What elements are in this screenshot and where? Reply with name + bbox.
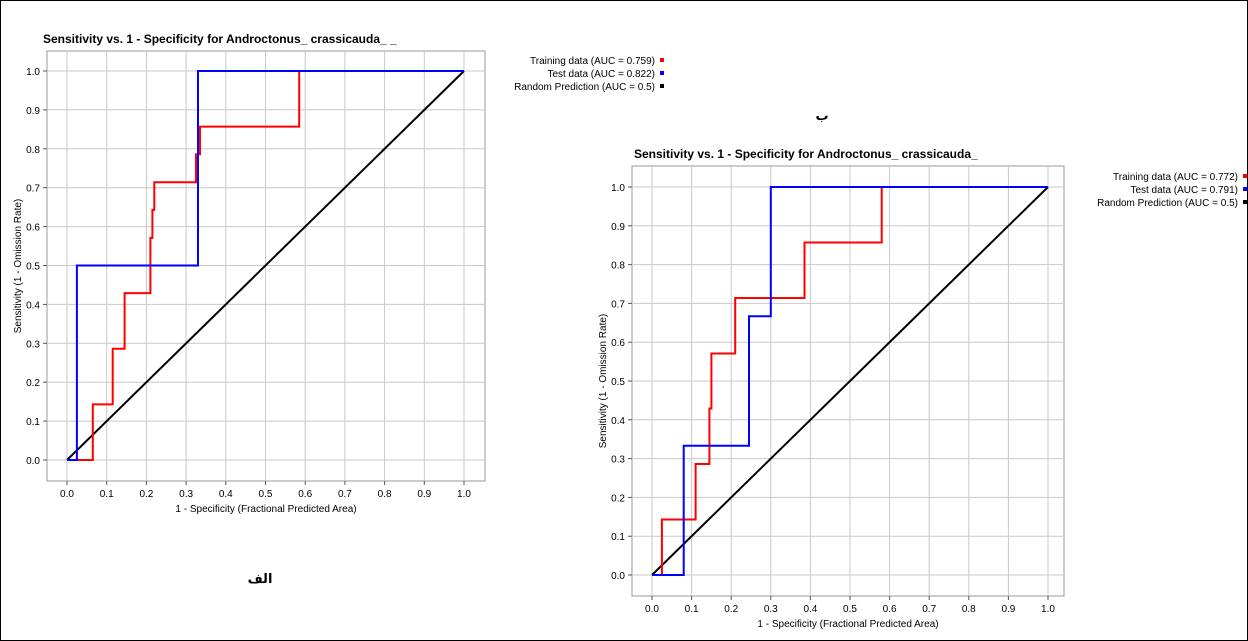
panel-label: ب <box>815 109 828 124</box>
y-tick-label: 0.5 <box>26 262 40 273</box>
x-tick-label: 0.1 <box>100 489 114 500</box>
y-tick-label: 0.3 <box>611 455 625 466</box>
test-roc-line <box>652 186 1048 576</box>
x-tick-label: 0.5 <box>843 604 857 615</box>
legend-label: Test data (AUC = 0.822) <box>547 69 655 80</box>
y-tick-label: 0.6 <box>611 338 625 349</box>
y-tick-label: 0.2 <box>26 378 40 389</box>
y-tick-label: 0.4 <box>611 416 625 427</box>
legend-swatch <box>660 84 664 88</box>
legend-label: Random Prediction (AUC = 0.5) <box>1097 198 1238 209</box>
y-tick-label: 0.8 <box>26 145 40 156</box>
x-tick-label: 0.0 <box>645 604 659 615</box>
x-axis-label: 1 - Specificity (Fractional Predicted Ar… <box>757 619 938 630</box>
x-tick-label: 0.7 <box>922 604 936 615</box>
x-tick-label: 1.0 <box>1041 604 1055 615</box>
x-tick-label: 0.2 <box>139 489 153 500</box>
test-roc-line <box>67 70 464 461</box>
legend-swatch <box>660 58 664 62</box>
y-tick-label: 0.0 <box>611 571 625 582</box>
training-roc-line <box>652 186 1048 576</box>
y-tick-label: 0.7 <box>26 184 40 195</box>
roc-chart-2: Sensitivity vs. 1 - Specificity for Andr… <box>598 109 1247 630</box>
y-tick-label: 0.6 <box>26 223 40 234</box>
y-tick-label: 0.0 <box>26 456 40 467</box>
x-tick-label: 0.9 <box>417 489 431 500</box>
chart-title: Sensitivity vs. 1 - Specificity for Andr… <box>634 147 978 161</box>
x-tick-label: 0.5 <box>259 489 273 500</box>
y-tick-label: 0.9 <box>611 222 625 233</box>
x-tick-label: 0.8 <box>378 489 392 500</box>
legend-swatch <box>660 71 664 75</box>
x-tick-label: 1.0 <box>457 489 471 500</box>
x-tick-label: 0.3 <box>179 489 193 500</box>
legend-label: Training data (AUC = 0.772) <box>1113 172 1238 183</box>
x-tick-label: 0.0 <box>60 489 74 500</box>
x-tick-label: 0.3 <box>764 604 778 615</box>
y-axis-label: Sensitivity (1 - Omission Rate) <box>13 199 24 333</box>
y-tick-label: 0.3 <box>26 339 40 350</box>
y-tick-label: 0.7 <box>611 299 625 310</box>
training-roc-line <box>67 70 464 461</box>
x-tick-label: 0.6 <box>298 489 312 500</box>
x-tick-label: 0.4 <box>803 604 817 615</box>
roc-chart-1: Sensitivity vs. 1 - Specificity for Andr… <box>13 32 664 587</box>
y-tick-label: 1.0 <box>611 183 625 194</box>
x-tick-label: 0.1 <box>685 604 699 615</box>
x-tick-label: 0.7 <box>338 489 352 500</box>
random-prediction-line <box>66 70 465 461</box>
panel-label: الف <box>248 572 273 587</box>
x-tick-label: 0.9 <box>1001 604 1015 615</box>
y-tick-label: 0.9 <box>26 106 40 117</box>
x-tick-label: 0.6 <box>883 604 897 615</box>
y-tick-label: 0.8 <box>611 261 625 272</box>
y-tick-label: 0.2 <box>611 493 625 504</box>
x-tick-label: 0.4 <box>219 489 233 500</box>
legend-label: Random Prediction (AUC = 0.5) <box>514 82 655 93</box>
x-tick-label: 0.8 <box>962 604 976 615</box>
x-axis-label: 1 - Specificity (Fractional Predicted Ar… <box>175 504 356 515</box>
y-tick-label: 1.0 <box>26 67 40 78</box>
legend-swatch <box>1243 187 1247 191</box>
y-axis-label: Sensitivity (1 - Omission Rate) <box>598 314 609 448</box>
legend-label: Training data (AUC = 0.759) <box>530 56 655 67</box>
y-tick-label: 0.5 <box>611 377 625 388</box>
random-prediction-line <box>651 186 1049 576</box>
legend-swatch <box>1243 200 1247 204</box>
y-tick-label: 0.1 <box>26 417 40 428</box>
y-tick-label: 0.1 <box>611 532 625 543</box>
legend-swatch <box>1243 174 1247 178</box>
y-tick-label: 0.4 <box>26 300 40 311</box>
legend-label: Test data (AUC = 0.791) <box>1130 185 1238 196</box>
x-tick-label: 0.2 <box>724 604 738 615</box>
chart-title: Sensitivity vs. 1 - Specificity for Andr… <box>43 32 397 46</box>
